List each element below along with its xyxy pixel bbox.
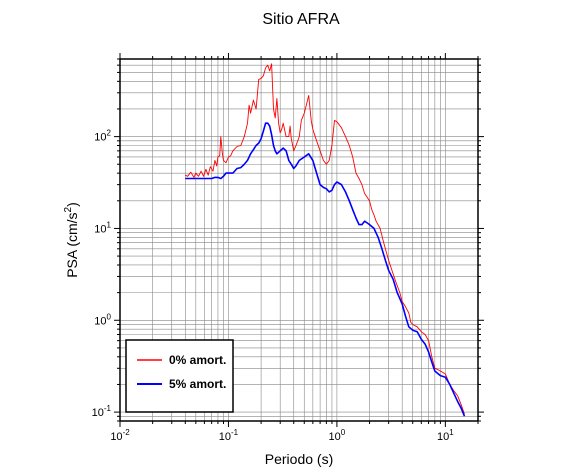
x-tick-label-2: 100 <box>329 428 346 443</box>
legend: 0% amort. 5% amort. <box>125 339 234 413</box>
legend-box <box>125 339 234 413</box>
legend-label-0: 0% amort. <box>169 353 226 367</box>
y-tick-label-1: 100 <box>94 312 111 327</box>
series-line-1 <box>185 122 466 417</box>
y-axis-label-sup: 2 <box>63 206 74 212</box>
y-axis-label-base: PSA (cm/s <box>64 212 80 277</box>
plot-frame <box>119 58 479 422</box>
x-axis-label: Periodo (s) <box>265 451 333 467</box>
y-tick-label-2: 101 <box>94 220 111 235</box>
x-tick-label-1: 10-1 <box>219 428 239 443</box>
x-tick-labels: 10-2 10-1 100 101 <box>110 428 454 443</box>
x-tick-label-0: 10-2 <box>110 428 130 443</box>
y-tick-label-0: 10-1 <box>92 404 112 419</box>
y-axis-label-end: ) <box>64 202 80 207</box>
chart-title: Sitio AFRA <box>262 11 340 28</box>
tick-marks <box>114 53 484 427</box>
series-layer <box>185 63 466 417</box>
y-tick-label-3: 102 <box>94 129 111 144</box>
y-axis-label: PSA (cm/s2) <box>63 202 80 278</box>
series-line-0 <box>185 63 465 415</box>
y-tick-labels: 10-1 100 101 102 <box>92 129 112 419</box>
legend-label-1: 5% amort. <box>169 377 226 391</box>
x-tick-label-3: 101 <box>437 428 454 443</box>
